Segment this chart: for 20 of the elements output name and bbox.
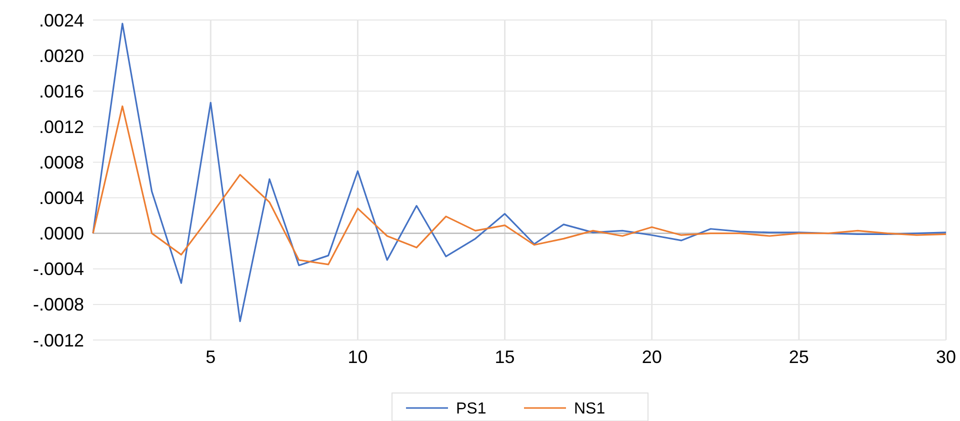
y-tick-label: -.0008 (32, 294, 84, 315)
x-tick-label: 20 (642, 347, 662, 367)
y-tick-label: .0016 (38, 81, 84, 102)
y-tick-label: -.0004 (32, 259, 84, 280)
y-tick-label: .0012 (38, 116, 84, 137)
x-tick-label: 5 (206, 347, 216, 367)
y-tick-label: .0000 (38, 224, 84, 244)
y-tick-label: .0020 (38, 46, 84, 66)
x-tick-label: 10 (348, 347, 368, 367)
x-tick-label: 15 (494, 347, 515, 367)
y-tick-label: .0008 (38, 152, 84, 173)
legend-label: PS1 (456, 400, 486, 418)
x-tick-label: 25 (788, 347, 809, 367)
y-tick-label: .0024 (38, 10, 84, 30)
line-series (92, 22, 947, 322)
legend-label: NS1 (574, 400, 606, 418)
y-tick-label: -.0012 (32, 330, 84, 350)
line-series (92, 105, 947, 266)
x-tick-label: 30 (936, 347, 956, 367)
y-tick-label: .0004 (38, 188, 84, 208)
